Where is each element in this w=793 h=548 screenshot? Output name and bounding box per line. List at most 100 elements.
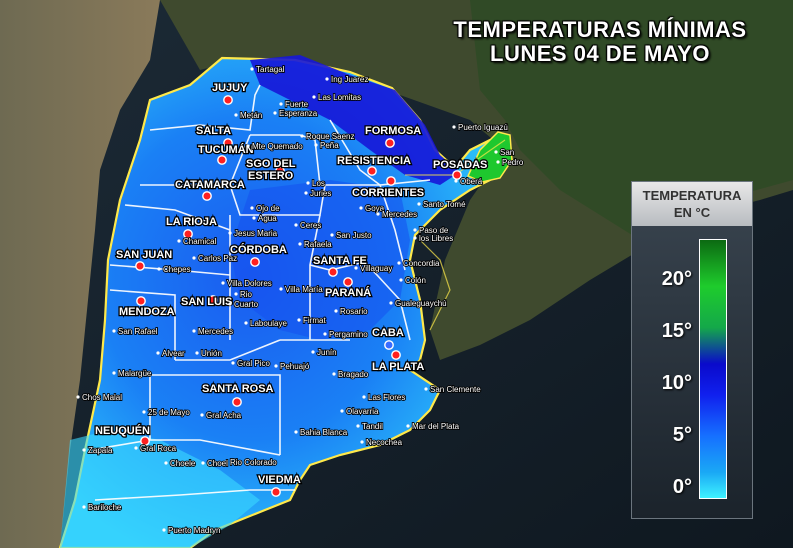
capital-marker-dot [384, 340, 394, 350]
capital-label: SANTA FE [313, 255, 367, 267]
town-marker-dot [246, 144, 250, 148]
town-label: Pedro [502, 158, 524, 167]
capital-label: NEUQUÉN [95, 424, 150, 437]
town-label: Las Lomitas [318, 93, 361, 102]
town-label: Concordia [403, 259, 440, 268]
town-label: Mte Quemado [252, 142, 303, 151]
capital-label: VIEDMA [258, 474, 301, 486]
town-marker-dot [359, 206, 363, 210]
town-marker-dot [112, 371, 116, 375]
town-label: San Justo [336, 231, 372, 240]
capital-label: LA PLATA [372, 361, 424, 373]
town-label: Juries [310, 189, 331, 198]
town-marker-dot [250, 67, 254, 71]
town-label: Ing Juarez [331, 75, 368, 84]
central-deep-blue [230, 180, 410, 340]
capital-marker-dot [386, 176, 396, 186]
town-label: Pehuajó [280, 362, 310, 371]
province-borders [89, 84, 431, 501]
town-marker-dot [376, 212, 380, 216]
town-marker-dot [195, 351, 199, 355]
capital-marker-dot [202, 191, 212, 201]
town-marker-dot [362, 395, 366, 399]
town-marker-dot [274, 364, 278, 368]
capital-marker-dot [391, 350, 401, 360]
town-marker-dot [332, 372, 336, 376]
town-label: Puerto Madryn [168, 526, 220, 535]
town-marker-dot [201, 461, 205, 465]
town-marker-dot [231, 361, 235, 365]
temperature-legend: TEMPERATURA EN °C 20° 15° 10° 5° 0° [631, 181, 753, 519]
capital-label: CABA [372, 327, 404, 339]
town-marker-dot [413, 228, 417, 232]
town-label: Bahia Blanca [300, 428, 348, 437]
capital-marker-dot [367, 166, 377, 176]
capital-marker-dot [223, 138, 233, 148]
town-label: Paso de [419, 226, 449, 235]
capital-label: SALTA [196, 125, 231, 137]
capital-label: POSADAS [433, 159, 487, 171]
town-marker-dot [228, 302, 232, 306]
capital-marker-dot [452, 170, 462, 180]
town-label: Tartagal [256, 65, 285, 74]
town-label: Villaguay [360, 264, 392, 273]
town-marker-dot [314, 143, 318, 147]
town-marker-dot [304, 191, 308, 195]
legend-color-bar [699, 239, 727, 499]
town-marker-dot [312, 95, 316, 99]
capital-marker-dot [183, 229, 193, 239]
town-marker-dot [424, 387, 428, 391]
town-marker-dot [228, 231, 232, 235]
capital-label: TUCUMÁN [198, 143, 254, 156]
town-label: Roque Saenz [306, 132, 354, 141]
capital-label: PARANÁ [325, 286, 371, 299]
town-label: Necochea [366, 438, 403, 447]
town-label: Gral Roca [140, 444, 177, 453]
town-marker-dot [397, 261, 401, 265]
town-marker-dot [252, 216, 256, 220]
town-marker-dot [417, 202, 421, 206]
town-marker-dot [454, 179, 458, 183]
town-marker-dot [244, 321, 248, 325]
legend-tick-20: 20° [661, 268, 692, 290]
town-marker-dot [340, 409, 344, 413]
andes-terrain [0, 0, 160, 548]
town-label: Carlos Paz [198, 254, 237, 263]
town-marker-dot [76, 395, 80, 399]
town-marker-dot [354, 266, 358, 270]
town-label: Las Flores [368, 393, 405, 402]
town-label: Villa María [285, 285, 323, 294]
town-marker-dot [406, 424, 410, 428]
town-label: Colón [405, 276, 426, 285]
town-marker-dot [452, 125, 456, 129]
town-marker-dot [234, 292, 238, 296]
town-label: Alvear [162, 349, 185, 358]
town-marker-dot [82, 448, 86, 452]
capital-label: CORRIENTES [352, 187, 424, 199]
capital-label: SAN JUAN [116, 249, 172, 261]
town-label: Peña [320, 141, 339, 150]
legend-tick-10: 10° [661, 372, 692, 394]
town-label: Malargüe [118, 369, 152, 378]
town-label: Olavarria [346, 407, 379, 416]
town-label: Mercedes [382, 210, 417, 219]
town-label: Choel [207, 459, 228, 468]
town-label: Esperanza [279, 109, 318, 118]
town-label: Tandil [362, 422, 383, 431]
legend-heading: TEMPERATURA EN °C [632, 182, 752, 226]
town-label: Goya [365, 204, 385, 213]
town-marker-dot [360, 440, 364, 444]
capital-marker-dot [385, 138, 395, 148]
capital-marker-dot [208, 295, 218, 305]
town-marker-dot [330, 233, 334, 237]
town-marker-dot [200, 413, 204, 417]
town-marker-dot [142, 410, 146, 414]
capital-marker-dot [136, 296, 146, 306]
town-marker-dot [496, 160, 500, 164]
capital-marker-dot [223, 95, 233, 105]
town-label: Chos Malal [82, 393, 122, 402]
town-label: Chepes [163, 265, 191, 274]
town-marker-dot [221, 281, 225, 285]
capital-marker-dot [271, 487, 281, 497]
